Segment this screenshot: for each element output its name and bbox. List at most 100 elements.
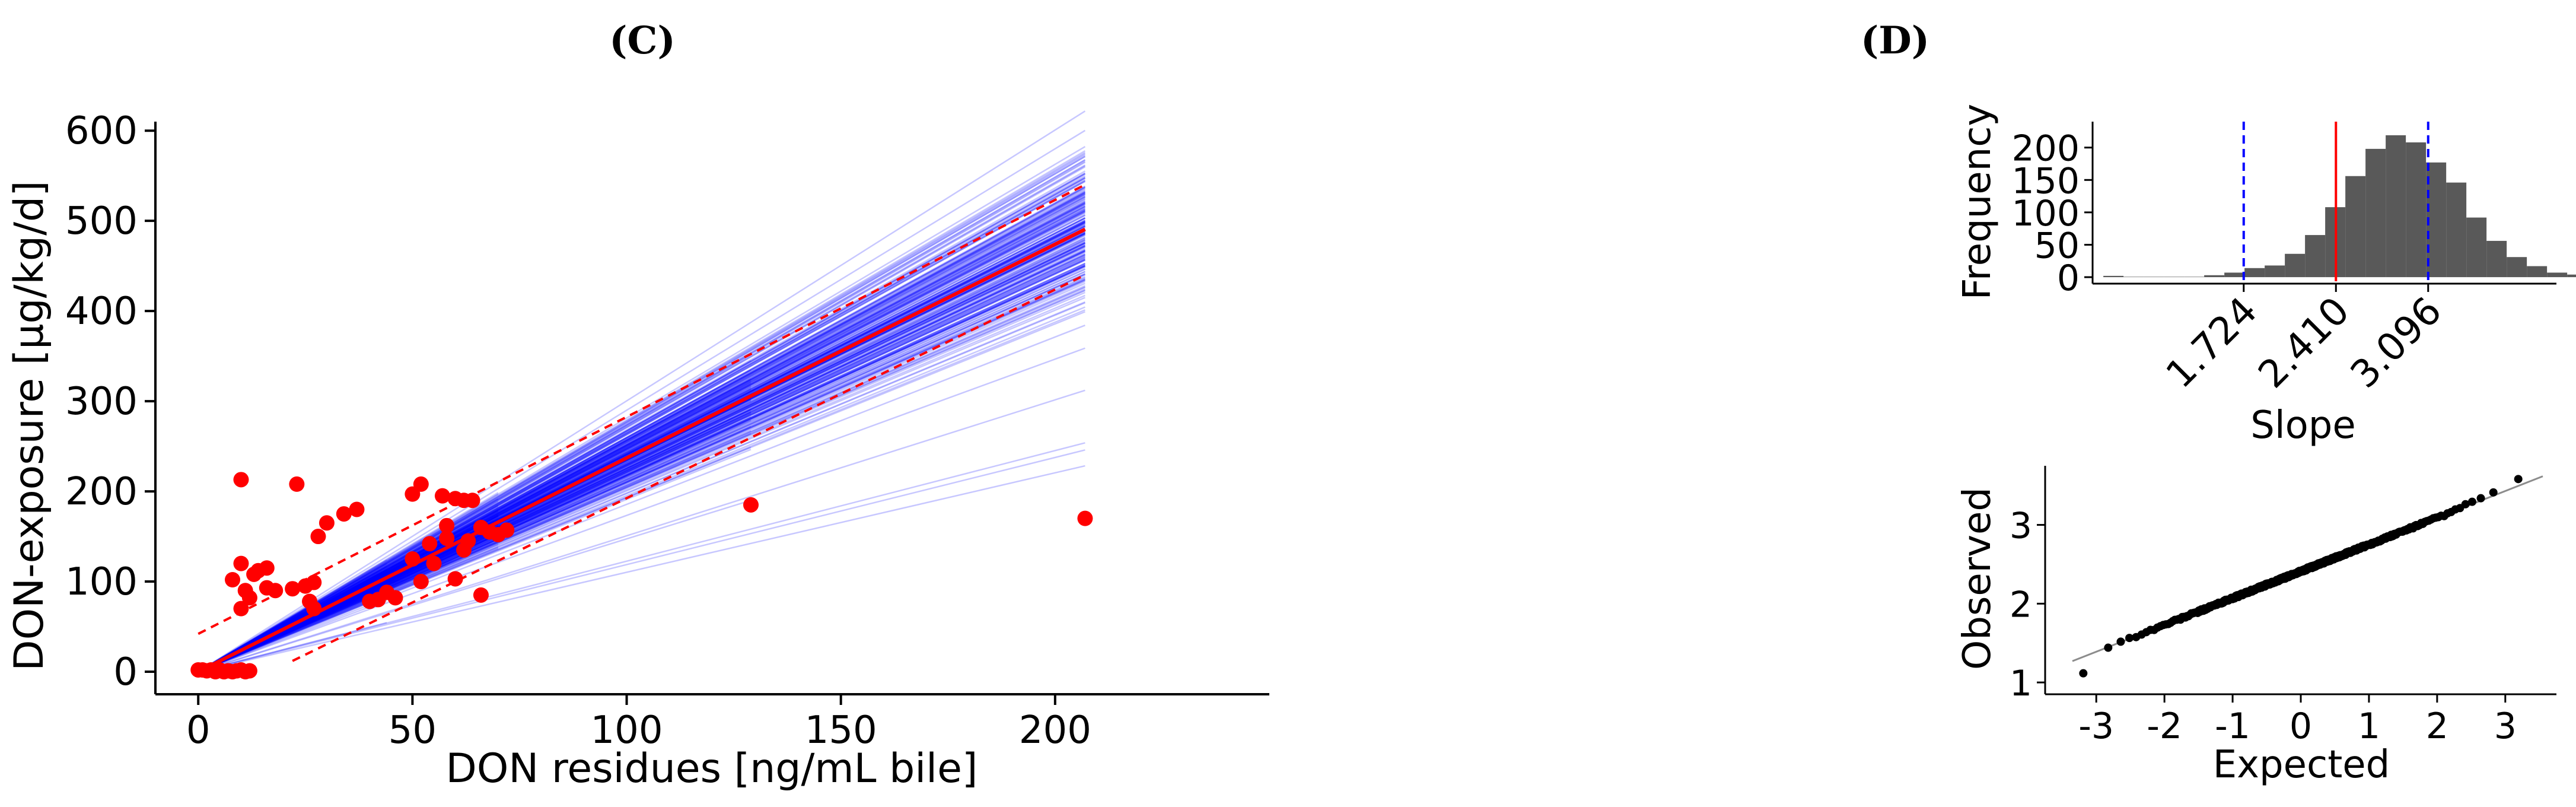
- data-point: [306, 574, 322, 590]
- bootstrap-line: [198, 244, 1085, 673]
- bootstrap-line: [198, 207, 1085, 673]
- bootstrap-line: [198, 212, 1085, 673]
- bootstrap-line: [198, 155, 1086, 673]
- bootstrap-line: [198, 159, 1086, 673]
- bootstrap-line: [198, 153, 1086, 673]
- data-point: [499, 522, 515, 538]
- x-tick-label: -2: [2147, 706, 2182, 747]
- data-point: [405, 486, 421, 502]
- bootstrap-line: [198, 254, 1085, 673]
- bootstrap-line: [198, 198, 1085, 673]
- bootstrap-line: [198, 166, 1086, 673]
- data-point: [310, 529, 326, 545]
- bootstrap-line: [198, 173, 1086, 673]
- bootstrap-line: [198, 179, 1086, 673]
- bootstrap-line: [198, 279, 1085, 673]
- bootstrap-line: [198, 253, 1085, 673]
- bootstrap-line: [198, 297, 1085, 673]
- y-tick-label: 0: [113, 650, 138, 694]
- x-tick-label: 2: [2426, 706, 2448, 747]
- y-axis-title: Observed: [1956, 487, 1999, 670]
- bootstrap-line: [198, 186, 1086, 673]
- data-point: [336, 506, 352, 522]
- bootstrap-line: [198, 539, 499, 673]
- bootstrap-line: [198, 190, 1086, 673]
- bootstrap-line: [198, 206, 1085, 673]
- y-tick-label: 100: [65, 560, 138, 604]
- bootstrap-line: [198, 354, 752, 673]
- bootstrap-line: [198, 259, 1085, 673]
- bootstrap-line: [198, 244, 1085, 673]
- bootstrap-line: [198, 249, 1085, 673]
- data-point: [246, 566, 262, 582]
- data-point: [426, 555, 442, 571]
- bootstrap-line: [198, 544, 499, 673]
- histogram-bar: [2285, 253, 2306, 278]
- bootstrap-line: [198, 265, 1085, 673]
- bootstrap-line: [198, 202, 1085, 673]
- bootstrap-line: [198, 268, 1085, 673]
- bootstrap-line: [198, 242, 1085, 673]
- qq-marks: [2072, 475, 2543, 678]
- histogram-bar: [2466, 217, 2487, 278]
- bootstrap-line: [198, 288, 1085, 673]
- y-tick-label: 150: [2011, 160, 2080, 202]
- qq-point: [2489, 488, 2498, 497]
- histogram-bar: [2406, 142, 2427, 278]
- x-tick-label: 3.096: [2342, 289, 2450, 397]
- bootstrap-line: [198, 192, 1086, 673]
- bootstrap-line: [198, 203, 1085, 673]
- x-tick-label: 1.724: [2158, 289, 2266, 397]
- bootstrap-line: [198, 165, 1086, 673]
- bootstrap-line: [198, 245, 1085, 673]
- histogram-bar: [2507, 257, 2527, 278]
- y-tick-label: 0: [2057, 258, 2080, 299]
- bootstrap-line: [198, 242, 1085, 673]
- panel-c: (C) 0 50 100 150 200 0 100 200 300 400 500 600 DON…: [6, 18, 1269, 792]
- bootstrap-line: [198, 262, 1085, 673]
- y-tick-label: 500: [65, 199, 138, 243]
- data-point: [241, 663, 257, 679]
- bootstrap-line: [198, 278, 1085, 673]
- bootstrap-line: [198, 265, 1085, 673]
- bootstrap-lines: [198, 110, 1086, 673]
- y-tick-label: 2: [2010, 584, 2032, 625]
- bootstrap-line: [198, 294, 1085, 673]
- histogram-bars: [2103, 135, 2576, 278]
- bootstrap-line: [198, 159, 1086, 673]
- bootstrap-line: [198, 246, 1085, 673]
- bootstrap-line: [198, 306, 1085, 673]
- histogram-bar: [2567, 274, 2576, 278]
- bootstrap-line: [198, 287, 1085, 673]
- data-point: [387, 590, 403, 606]
- bootstrap-line: [198, 173, 1086, 673]
- bootstrap-line: [198, 538, 499, 673]
- bootstrap-line: [198, 193, 1086, 673]
- histogram-bar: [2365, 148, 2386, 278]
- panel-d-qq: -3 -2 -1 0 1 2 3 1 2 3 Expected Observed: [1956, 466, 2556, 787]
- qq-point: [2116, 637, 2125, 646]
- bootstrap-line: [198, 155, 1086, 673]
- x-tick-label: 100: [590, 708, 663, 752]
- bootstrap-line: [198, 192, 1086, 673]
- bootstrap-line: [198, 186, 1086, 673]
- bootstrap-line: [198, 273, 1085, 673]
- bootstrap-line: [198, 215, 1085, 673]
- y-tick-label: 3: [2010, 506, 2032, 547]
- histogram-bar: [2446, 182, 2467, 278]
- x-tick-label: 3: [2494, 706, 2517, 747]
- bootstrap-line: [198, 433, 752, 673]
- bootstrap-line: [198, 145, 1086, 673]
- bootstrap-line: [198, 301, 1085, 673]
- bootstrap-line: [198, 265, 1085, 673]
- bootstrap-line: [198, 160, 1086, 673]
- bootstrap-line: [198, 279, 1085, 673]
- bootstrap-line: [198, 202, 1085, 673]
- data-point: [422, 536, 438, 552]
- bootstrap-line: [198, 161, 1086, 673]
- y-tick-label: 50: [2034, 225, 2080, 266]
- bootstrap-line: [198, 193, 1086, 673]
- x-tick-label: 0: [186, 708, 211, 752]
- bootstrap-line: [198, 265, 1085, 673]
